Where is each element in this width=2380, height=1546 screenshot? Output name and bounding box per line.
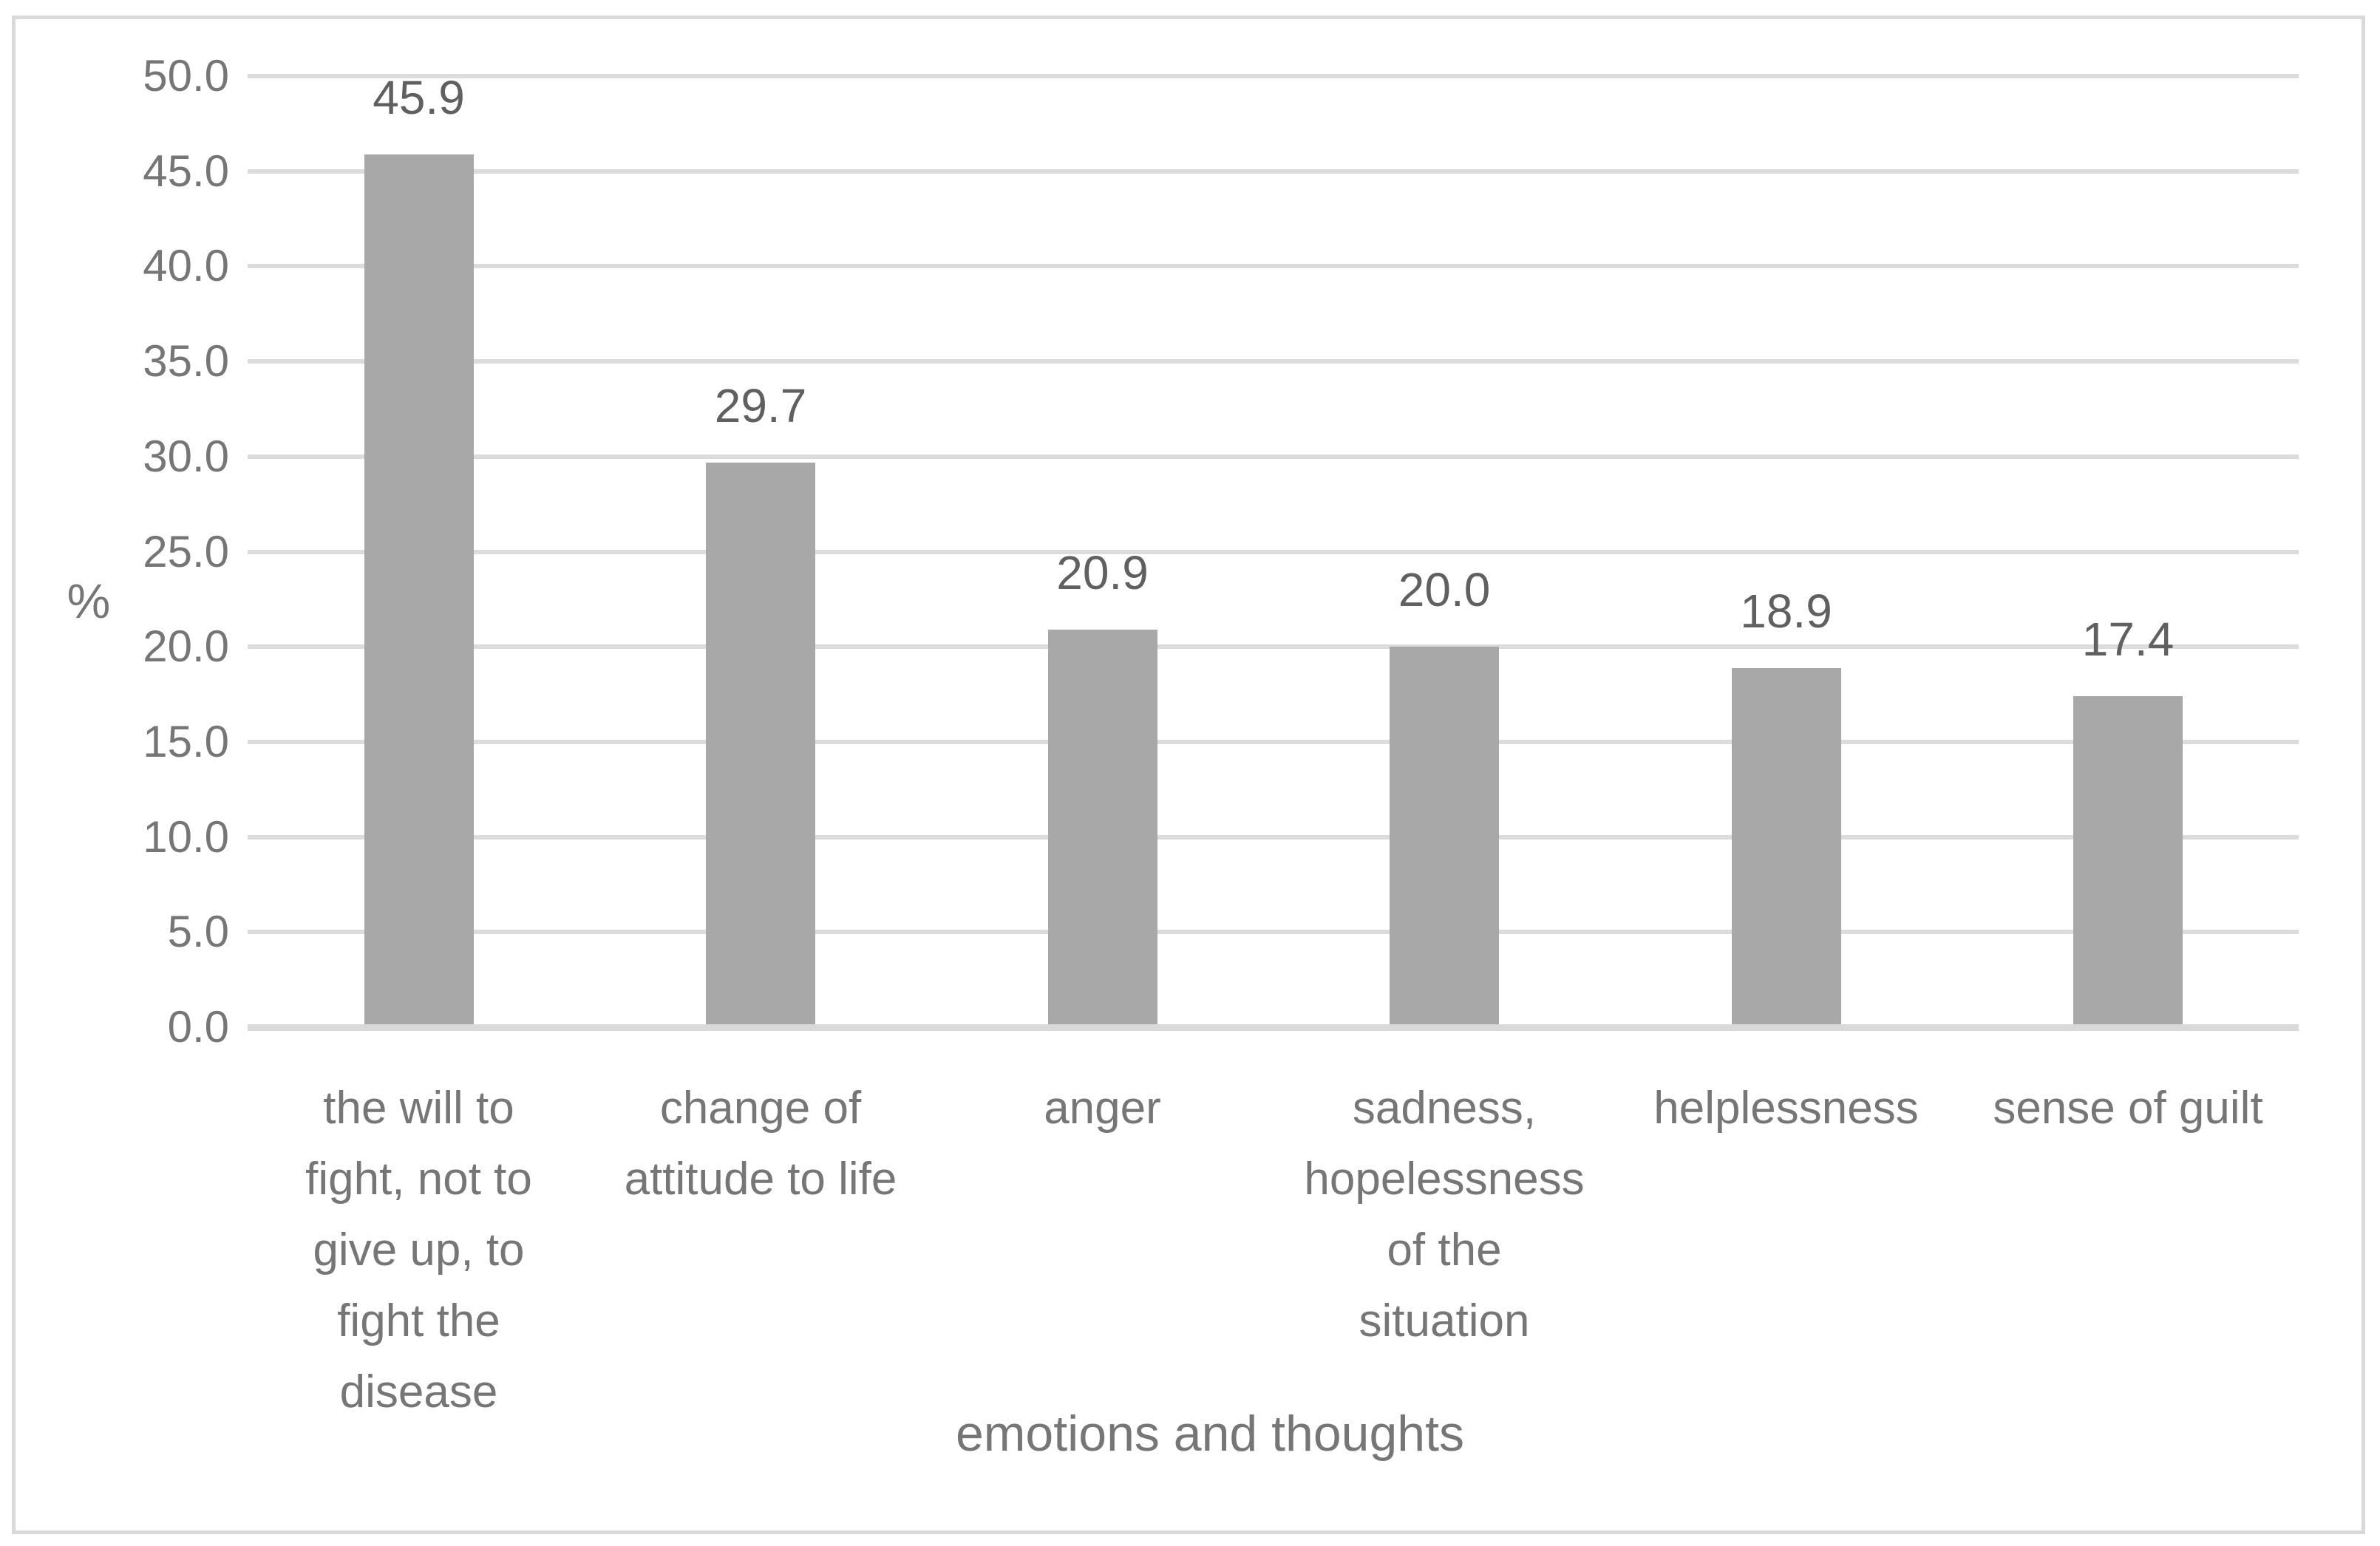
y-tick-label: 40.0: [143, 241, 229, 291]
y-tick-label: 20.0: [143, 622, 229, 672]
category-label: the will to fight, not to give up, to fi…: [305, 1083, 532, 1417]
category-label: change of attitude to life: [624, 1083, 897, 1205]
y-gridline: [248, 834, 2299, 840]
y-gridline: [248, 930, 2299, 935]
bar: [1047, 630, 1157, 1024]
y-gridline: [248, 644, 2299, 650]
x-axis-line: [248, 1024, 2299, 1031]
y-gridline: [248, 549, 2299, 554]
category-label: anger: [1044, 1083, 1161, 1134]
bar: [364, 154, 474, 1024]
bar-value-label: 17.4: [2081, 613, 2175, 667]
y-tick-label: 15.0: [143, 716, 229, 766]
y-gridline: [248, 74, 2299, 78]
category-label: sense of guilt: [1993, 1083, 2263, 1134]
y-gridline: [248, 168, 2299, 174]
y-tick-label: 10.0: [143, 811, 229, 862]
x-axis-title: emotions and thoughts: [955, 1406, 1465, 1462]
y-gridline: [248, 264, 2299, 269]
y-tick-label: 50.0: [143, 51, 229, 101]
y-axis-title: %: [67, 573, 111, 628]
category-label: helplessness: [1653, 1083, 1919, 1134]
bar-value-label: 18.9: [1740, 584, 1832, 638]
bar: [706, 462, 815, 1024]
y-tick-label: 5.0: [167, 907, 229, 957]
y-gridline: [248, 739, 2299, 744]
bar-value-label: 29.7: [714, 378, 807, 432]
y-gridline: [248, 454, 2299, 459]
bar: [1731, 667, 1841, 1024]
y-tick-label: 30.0: [143, 431, 229, 481]
chart-frame: [12, 16, 2365, 1534]
y-tick-label: 25.0: [143, 526, 229, 576]
y-tick-label: 35.0: [143, 336, 229, 386]
bar: [1390, 647, 1499, 1024]
y-gridline: [248, 359, 2299, 364]
bar-value-label: 20.0: [1398, 563, 1491, 617]
bar: [2073, 696, 2183, 1024]
category-label: sadness, hopelessness of the situation: [1304, 1083, 1585, 1346]
y-tick-label: 45.0: [143, 146, 229, 196]
y-tick-label: 0.0: [167, 1002, 229, 1052]
bar-value-label: 20.9: [1056, 546, 1149, 600]
bar-value-label: 45.9: [373, 70, 465, 124]
